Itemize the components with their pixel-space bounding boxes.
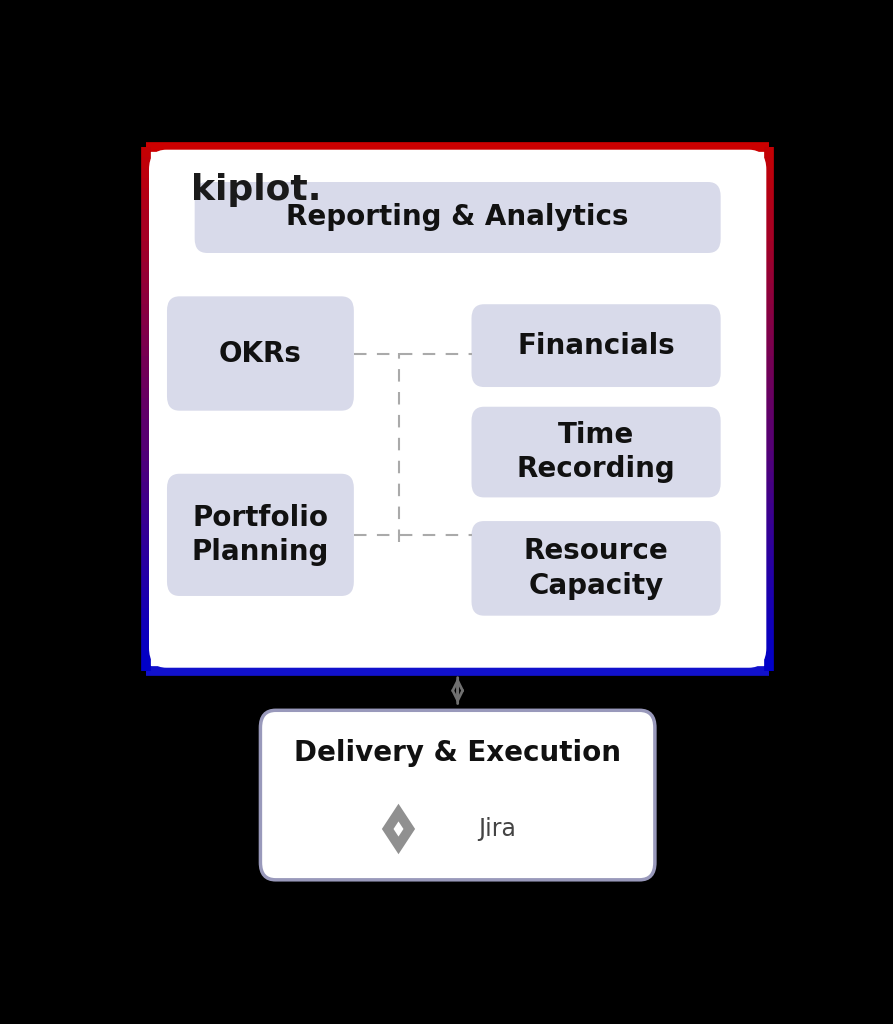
Text: kiplot.: kiplot. bbox=[191, 173, 321, 207]
Text: Reporting & Analytics: Reporting & Analytics bbox=[287, 204, 629, 231]
FancyBboxPatch shape bbox=[472, 521, 721, 615]
FancyBboxPatch shape bbox=[261, 711, 655, 880]
Text: OKRs: OKRs bbox=[219, 340, 302, 368]
Text: Delivery & Execution: Delivery & Execution bbox=[294, 738, 622, 767]
Polygon shape bbox=[382, 804, 415, 854]
FancyBboxPatch shape bbox=[167, 474, 354, 596]
Polygon shape bbox=[394, 821, 404, 837]
FancyBboxPatch shape bbox=[472, 304, 721, 387]
Text: Resource
Capacity: Resource Capacity bbox=[523, 537, 669, 600]
FancyBboxPatch shape bbox=[146, 146, 769, 671]
FancyBboxPatch shape bbox=[472, 407, 721, 498]
Text: Jira: Jira bbox=[478, 817, 516, 841]
Text: Portfolio
Planning: Portfolio Planning bbox=[192, 504, 330, 566]
FancyBboxPatch shape bbox=[195, 182, 721, 253]
Text: Time
Recording: Time Recording bbox=[517, 421, 675, 483]
Text: Financials: Financials bbox=[517, 332, 675, 359]
FancyBboxPatch shape bbox=[149, 150, 766, 668]
FancyBboxPatch shape bbox=[167, 296, 354, 411]
